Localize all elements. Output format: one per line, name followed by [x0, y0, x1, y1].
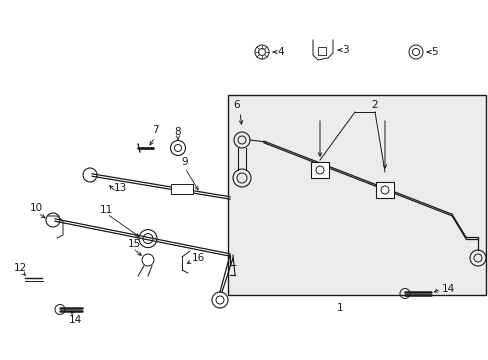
Text: 14: 14 [441, 284, 454, 294]
Text: 7: 7 [151, 125, 158, 135]
Text: 8: 8 [174, 127, 181, 137]
Bar [171, 184, 193, 194]
Text: 3: 3 [341, 45, 348, 55]
Bar [227, 95, 485, 295]
Text: 4: 4 [276, 47, 283, 57]
Text: 2: 2 [371, 100, 378, 110]
Text: 12: 12 [14, 263, 27, 273]
Bar [375, 182, 393, 198]
Text: 15: 15 [128, 239, 141, 249]
Text: 16: 16 [192, 253, 205, 263]
Text: 1: 1 [336, 303, 343, 313]
Text: 9: 9 [182, 157, 188, 167]
Text: 13: 13 [114, 183, 127, 193]
Text: 10: 10 [30, 203, 43, 213]
Bar [310, 162, 328, 178]
Text: 6: 6 [233, 100, 240, 110]
Text: 5: 5 [430, 47, 437, 57]
Text: 14: 14 [68, 315, 81, 325]
Bar [317, 47, 325, 55]
Text: 11: 11 [100, 205, 113, 215]
